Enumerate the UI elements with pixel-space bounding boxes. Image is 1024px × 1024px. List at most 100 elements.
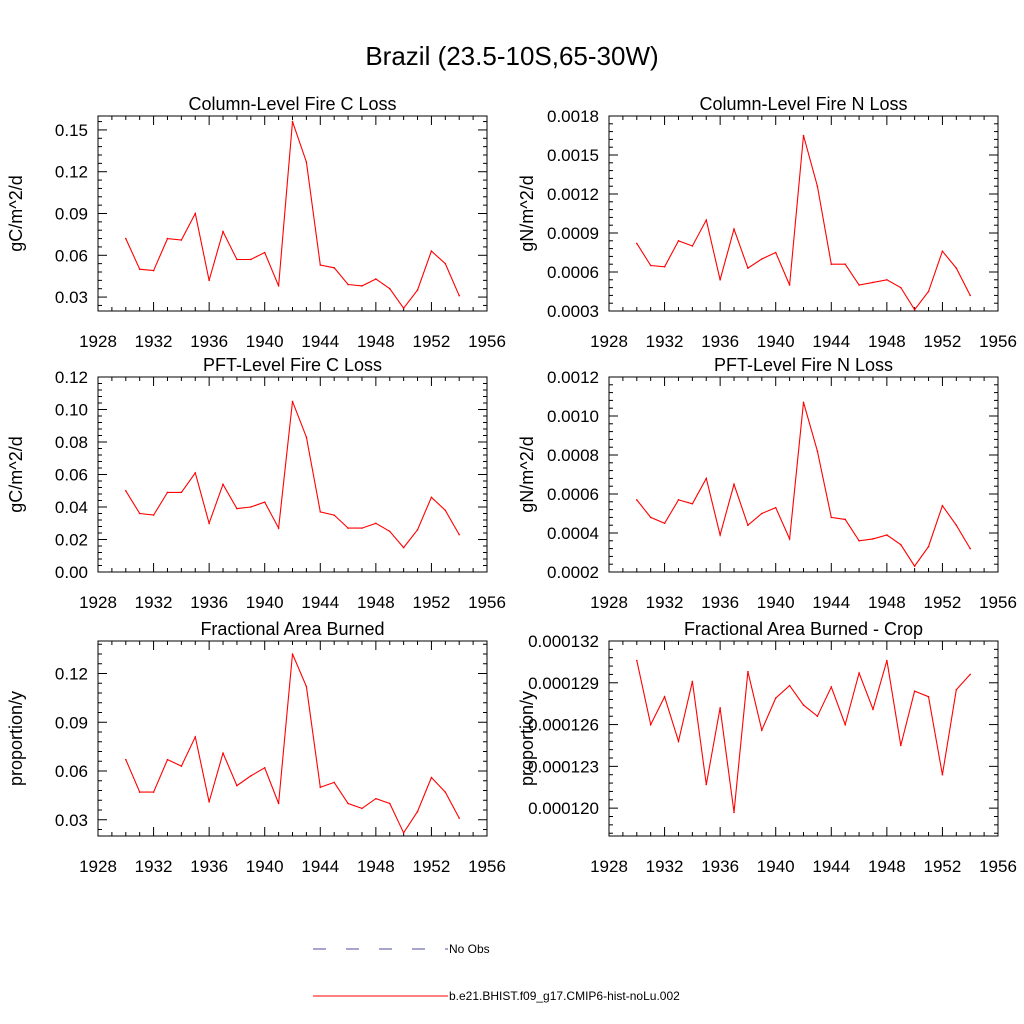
x-tick-label: 1936 (701, 857, 739, 876)
y-tick-label: 0.0009 (547, 224, 599, 243)
data-point (955, 688, 958, 691)
data-point (691, 502, 694, 505)
data-point (291, 400, 294, 403)
panel-title: PFT-Level Fire C Loss (203, 355, 382, 375)
data-point (969, 547, 972, 550)
y-tick-label: 0.0012 (547, 185, 599, 204)
data-point (649, 516, 652, 519)
data-point (138, 268, 141, 271)
x-tick-label: 1932 (646, 857, 684, 876)
data-point (719, 279, 721, 281)
data-point (761, 512, 763, 515)
data-point (194, 212, 197, 215)
x-tick-label: 1952 (413, 857, 451, 876)
x-tick-label: 1944 (301, 332, 339, 351)
y-tick-label: 0.0006 (547, 263, 599, 282)
data-point (402, 831, 405, 834)
series-line (636, 135, 971, 311)
x-tick-label: 1932 (646, 332, 684, 351)
x-tick-label: 1928 (79, 857, 117, 876)
data-point (927, 290, 930, 293)
x-tick-label: 1932 (646, 593, 684, 612)
data-point (152, 269, 155, 272)
data-point (180, 491, 183, 494)
legend-model-label: b.e21.BHIST.f09_g17.CMIP6-hist-noLu.002 (449, 989, 680, 1003)
y-axis-label: gN/m^2/d (517, 436, 537, 512)
y-tick-label: 0.0004 (547, 524, 599, 543)
data-point (663, 522, 666, 525)
data-point (138, 791, 141, 793)
y-tick-label: 0.12 (55, 665, 88, 684)
data-point (166, 491, 169, 494)
data-point (347, 283, 349, 286)
data-point (166, 237, 169, 240)
x-tick-label: 1940 (246, 593, 284, 612)
data-point (830, 516, 833, 519)
plot-frame (608, 115, 999, 312)
data-point (955, 524, 958, 526)
data-point (277, 527, 280, 529)
data-point (705, 219, 708, 221)
data-point (138, 512, 141, 515)
data-point (458, 817, 461, 819)
data-point (858, 284, 860, 286)
x-tick-label: 1928 (590, 332, 628, 351)
data-point (691, 680, 694, 683)
y-axis-label: proportion/y (517, 691, 537, 786)
x-tick-label: 1940 (246, 857, 284, 876)
chart-panel-6: 1928 1932 1936 1940 1944 1948 1952 1956 0.000120… (517, 619, 1017, 876)
data-point (152, 791, 155, 793)
series-line (125, 121, 460, 310)
data-point (788, 284, 791, 286)
data-point (913, 308, 916, 311)
figure-title: Brazil (23.5-10S,65-30W) (365, 41, 658, 71)
data-point (180, 765, 183, 767)
panel-title: PFT-Level Fire N Loss (714, 355, 893, 375)
data-point (430, 776, 433, 779)
data-point (747, 524, 749, 526)
data-point (277, 285, 280, 287)
x-tick-label: 1952 (924, 593, 962, 612)
data-point (816, 185, 819, 187)
x-tick-label: 1940 (246, 332, 284, 351)
data-point (236, 507, 238, 510)
y-tick-label: 0.06 (55, 762, 88, 781)
data-point (208, 801, 210, 803)
y-tick-label: 0.000132 (528, 632, 599, 651)
data-point (663, 266, 666, 268)
series-line (125, 401, 460, 549)
data-point (802, 134, 805, 137)
y-tick-label: 0.12 (55, 368, 88, 387)
data-point (899, 744, 902, 747)
data-point (733, 228, 735, 230)
data-point (319, 264, 322, 266)
data-point (677, 240, 680, 242)
data-point (969, 673, 972, 676)
data-point (388, 530, 391, 533)
y-tick-label: 0.00 (55, 563, 88, 582)
y-tick-label: 0.0010 (547, 407, 599, 426)
y-axis-label: proportion/y (6, 691, 26, 786)
data-point (886, 659, 888, 662)
x-tick-label: 1932 (135, 593, 173, 612)
y-axis-label: gC/m^2/d (6, 175, 26, 251)
x-tick-label: 1956 (979, 857, 1017, 876)
data-point (886, 279, 888, 281)
data-point (761, 258, 763, 260)
x-tick-label: 1944 (301, 593, 339, 612)
data-point (816, 715, 819, 718)
data-point (788, 684, 791, 687)
chart-panel-5: 1928 1932 1936 1940 1944 1948 1952 1956 0.03 0.06… (6, 619, 506, 876)
data-point (705, 477, 708, 480)
data-point (416, 528, 419, 531)
data-point (458, 294, 461, 297)
x-tick-label: 1948 (357, 593, 395, 612)
y-tick-label: 0.0018 (547, 107, 599, 126)
x-tick-label: 1952 (413, 332, 451, 351)
data-point (635, 499, 638, 501)
data-point (719, 534, 721, 536)
data-point (927, 545, 930, 548)
y-tick-label: 0.000120 (528, 799, 599, 818)
y-tick-label: 0.10 (55, 401, 88, 420)
data-point (124, 489, 127, 492)
